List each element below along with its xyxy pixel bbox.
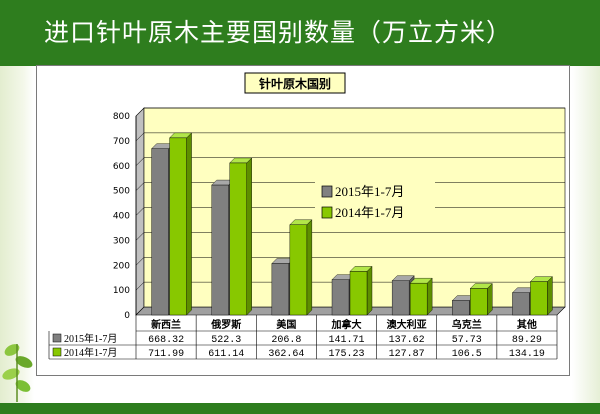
bar (211, 184, 229, 316)
chart-title: 针叶原木国别 (259, 76, 331, 91)
bar (331, 279, 350, 316)
data-label: 206.8 (271, 335, 301, 346)
data-label: 611.14 (208, 349, 244, 360)
category-label: 乌克兰 (452, 318, 482, 331)
chart-container: 针叶原木国别 0 100 200 300 400 500 600 700 800 新西兰 俄罗斯 美… (36, 65, 570, 376)
y-tick-label: 500 (113, 187, 130, 197)
bar-side (487, 283, 493, 316)
category-label: 澳大利亚 (387, 318, 427, 331)
y-tick-label: 600 (113, 162, 130, 172)
table-swatch (52, 333, 62, 343)
bar (289, 224, 308, 316)
data-label: 127.87 (389, 349, 425, 360)
bar (349, 271, 368, 316)
data-label: 668.32 (148, 335, 184, 346)
category-label: 俄罗斯 (210, 318, 241, 331)
data-label: 106.5 (452, 349, 482, 360)
table-series-label: 2014年1-7月 (64, 346, 117, 359)
bar-chart: 针叶原木国别 0 100 200 300 400 500 600 700 800 新西兰 俄罗斯 美… (48, 72, 566, 360)
data-label: 362.64 (268, 349, 304, 360)
legend-label-2015: 2015年1-7月 (335, 184, 404, 199)
bar-side (186, 132, 192, 316)
bar (391, 280, 410, 316)
bar (271, 263, 290, 316)
data-table: 新西兰 俄罗斯 美国 加拿大 澳大利亚 乌克兰 其他 2015年1-7月 668.32 522.3… (48, 315, 558, 360)
data-label: 711.99 (148, 349, 184, 360)
bottom-band (0, 403, 600, 414)
bar-side (366, 265, 373, 316)
data-label: 89.29 (512, 335, 542, 346)
legend-swatch-2014 (321, 206, 333, 219)
data-label: 522.3 (211, 335, 241, 346)
right-decoration (572, 66, 600, 414)
bar-side (246, 157, 252, 316)
gridline (135, 107, 565, 117)
data-label: 175.23 (328, 349, 364, 360)
gridline (135, 157, 565, 166)
y-tick-label: 0 (124, 311, 130, 321)
y-tick-label: 200 (113, 261, 130, 271)
gridline (135, 132, 565, 142)
gridline (135, 257, 565, 266)
category-label: 其他 (517, 318, 537, 331)
y-tick-label: 800 (113, 112, 130, 122)
category-label: 新西兰 (151, 318, 181, 331)
y-tick-label: 100 (113, 286, 130, 296)
bar (151, 148, 169, 316)
legend: 2015年1-7月 2014年1-7月 (315, 180, 435, 228)
y-tick-label: 400 (113, 212, 130, 222)
gridline (135, 232, 565, 241)
bar (470, 288, 488, 316)
bar-side (426, 277, 433, 316)
category-label: 加拿大 (331, 318, 362, 331)
y-tick-label: 300 (113, 236, 130, 246)
slide-title: 进口针叶原木主要国别数量（万立方米） (0, 0, 600, 66)
table-series-label: 2015年1-7月 (64, 332, 117, 345)
data-label: 141.71 (328, 335, 364, 346)
data-label: 57.73 (452, 335, 482, 346)
bar (409, 282, 428, 316)
category-label: 美国 (276, 318, 296, 331)
bar (169, 137, 187, 316)
legend-label-2014: 2014年1-7月 (335, 205, 404, 220)
leaf-decoration-icon (2, 344, 33, 402)
bar (512, 292, 530, 316)
bar-side (547, 276, 553, 316)
bar (229, 162, 247, 316)
data-label: 137.62 (389, 335, 425, 346)
data-label: 134.19 (509, 349, 545, 360)
bar (452, 300, 470, 316)
legend-box (315, 180, 435, 228)
bar (530, 281, 548, 316)
bars (151, 132, 553, 316)
table-swatch (52, 347, 62, 357)
chart-title-box (244, 72, 346, 94)
bar-side (306, 219, 313, 316)
y-tick-label: 700 (113, 137, 130, 147)
legend-swatch-2015 (321, 185, 333, 198)
